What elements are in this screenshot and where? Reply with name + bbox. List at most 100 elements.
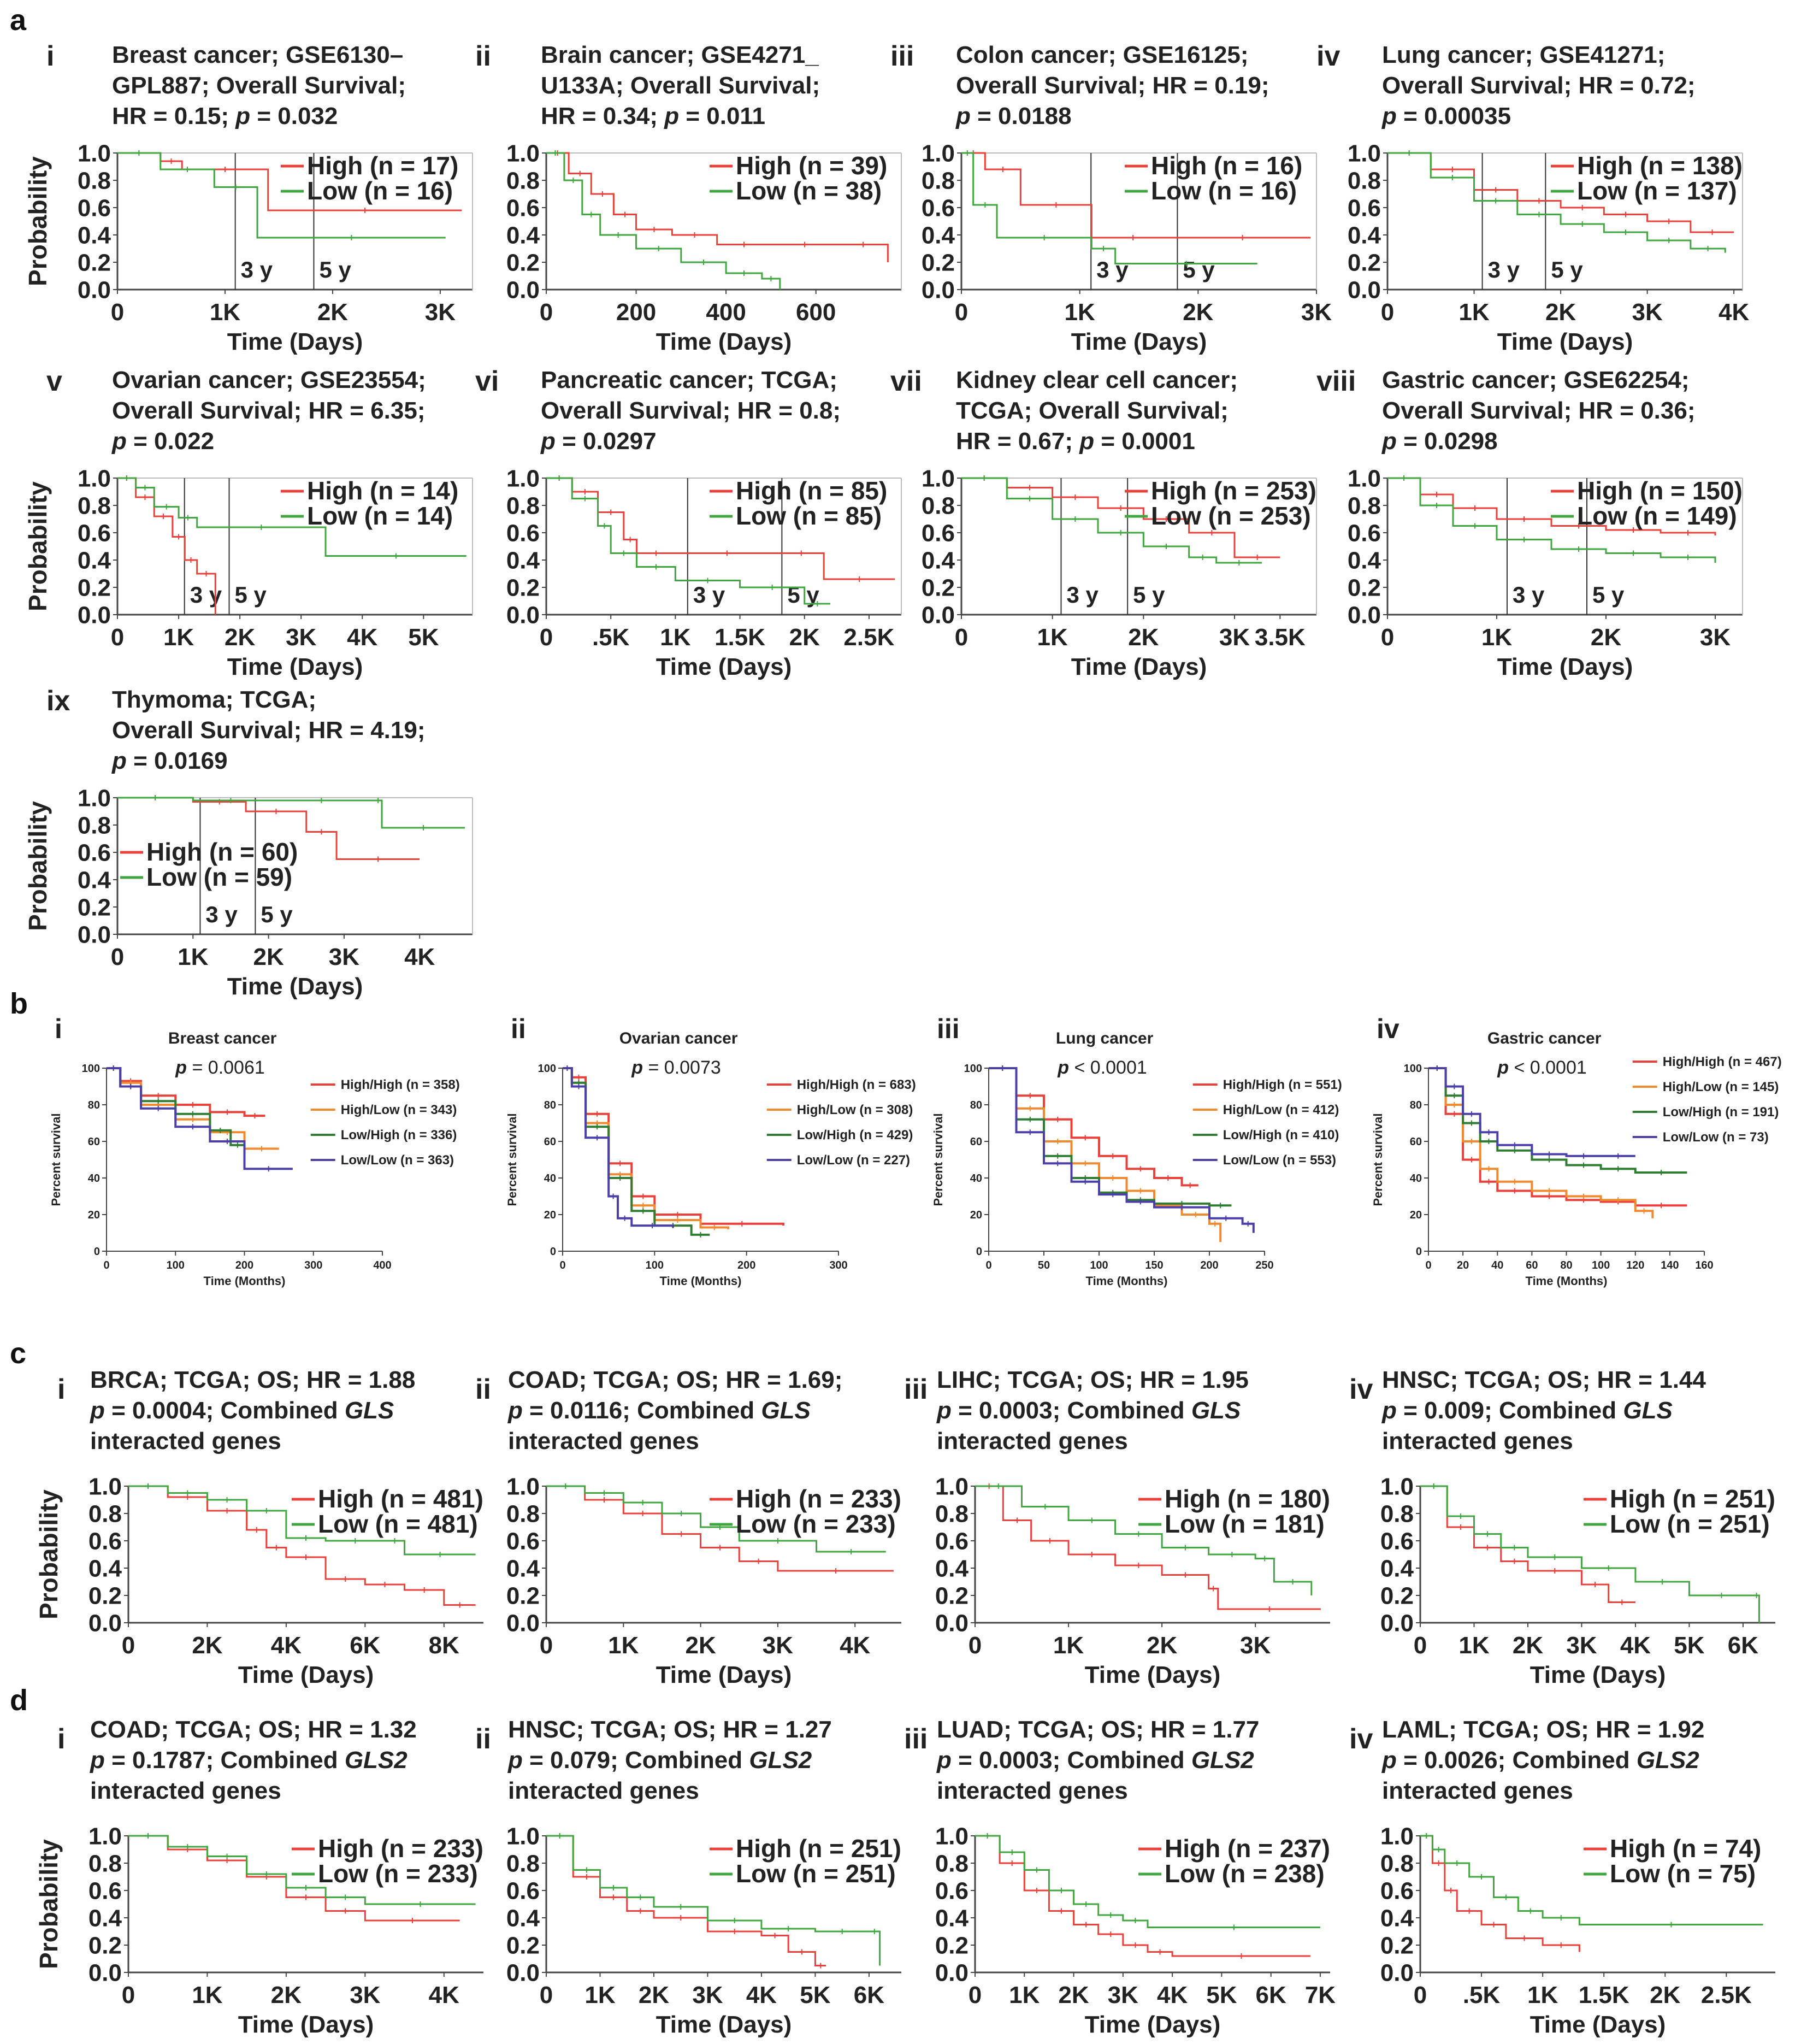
y-tick-label: 0.4 [506, 222, 540, 249]
x-axis-label: Time (Days) [656, 2011, 792, 2038]
chart-title-line: p = 0.009; Combined GLS [1381, 1397, 1673, 1424]
y-tick-label: 0.6 [935, 1528, 969, 1554]
y-tick-label: 0.6 [88, 1877, 122, 1904]
panel-numeral: ii [475, 40, 491, 72]
year-marker-label: 5 y [1592, 582, 1625, 608]
y-tick-label: 1.0 [1380, 1823, 1414, 1849]
x-tick-label: 2K [1147, 1632, 1177, 1659]
y-tick-label: 0 [94, 1246, 100, 1258]
y-tick-label: 0.8 [1348, 167, 1381, 194]
chart-title-line: interacted genes [90, 1428, 281, 1454]
chart-a-ii: ii Brain cancer; GSE4271_ U133A; Overall S… [475, 40, 902, 355]
km-curve-high [1387, 477, 1716, 535]
y-tick-label: 1.0 [935, 1473, 969, 1500]
x-tick-label: 2K [1128, 624, 1159, 651]
y-tick-label: 0.2 [88, 1582, 122, 1609]
x-tick-label: 4K [271, 1632, 302, 1659]
x-tick-label: 3K [1108, 1982, 1138, 2008]
p-value: p = 0.0073 [631, 1057, 721, 1078]
chart-a-viii: viii Gastric cancer; GSE62254; Overall Sur… [1316, 366, 1743, 680]
panel-numeral: v [46, 366, 62, 397]
chart-b-iv: iv Gastric cancer p < 0.0001 0 20 40 60 80 100 0 2… [1371, 1014, 1782, 1288]
panel-letter-c: c [10, 1337, 26, 1370]
km-curve-low [117, 797, 465, 829]
y-tick-label: 0.2 [922, 249, 955, 276]
y-tick-label: 0.8 [78, 812, 111, 839]
y-tick-label: 0.8 [922, 167, 955, 194]
chart-title-line: Pancreatic cancer; TCGA; [541, 367, 837, 393]
x-tick-label: 1K [192, 1982, 222, 2008]
x-axis-label: Time (Days) [656, 328, 792, 355]
chart-title-line: p = 0.0026; Combined GLS2 [1381, 1747, 1699, 1774]
y-tick-label: 40 [970, 1173, 982, 1185]
y-tick-label: 0.6 [506, 1877, 540, 1904]
y-tick-label: 0.2 [506, 1582, 540, 1609]
x-tick-label: 0 [540, 1982, 553, 2008]
y-tick-label: 0.0 [78, 276, 111, 303]
chart-title-line: Thymoma; TCGA; [112, 686, 316, 713]
legend-label: Low (n = 181) [1165, 1510, 1325, 1538]
chart-title-line: COAD; TCGA; OS; HR = 1.69; [508, 1366, 842, 1393]
chart-c-iii: iii LIHC; TCGA; OS; HR = 1.95 p = 0.0003; … [904, 1366, 1330, 1688]
chart-title-line: Overall Survival; HR = 0.72; [1382, 72, 1696, 99]
x-tick-label: 50 [1038, 1259, 1050, 1271]
legend-label: Low (n = 38) [736, 176, 882, 205]
y-tick-label: 0.6 [506, 1528, 540, 1554]
x-tick-label: 0 [1425, 1259, 1431, 1271]
legend-label: High/Low (n = 343) [341, 1103, 457, 1117]
y-tick-label: 0.6 [1380, 1877, 1414, 1904]
x-axis-label: Time (Days) [227, 653, 363, 680]
x-tick-label: 1K [584, 1982, 615, 2008]
y-tick-label: 0.8 [935, 1500, 969, 1527]
legend-label: Low (n = 253) [1151, 502, 1311, 530]
x-tick-label: 0 [103, 1259, 109, 1271]
y-tick-label: 0.8 [922, 492, 955, 519]
y-tick-label: 1.0 [506, 465, 540, 492]
y-tick-label: 1.0 [1348, 140, 1381, 167]
x-tick-label: 2.5K [843, 624, 894, 651]
x-tick-label: 1K [1481, 624, 1512, 651]
panel-numeral: iii [904, 1374, 928, 1405]
panel-letter-b: b [10, 987, 28, 1020]
year-marker-label: 5 y [1133, 582, 1165, 608]
chart-title-line: p = 0.0116; Combined GLS [507, 1397, 811, 1424]
chart-title-line: p = 0.0003; Combined GLS [936, 1397, 1241, 1424]
x-axis-label: Time (Days) [227, 973, 363, 1000]
x-axis-label: Time (Days) [1530, 1662, 1666, 1688]
chart-a-ix: ix Thymoma; TCGA; Overall Survival; HR = 4… [23, 685, 473, 1000]
x-axis-label: Time (Days) [1071, 653, 1207, 680]
x-tick-label: 3K [286, 624, 316, 651]
y-tick-label: 0.0 [1380, 1959, 1414, 1986]
x-tick-label: 1K [210, 299, 240, 326]
chart-title-line: interacted genes [508, 1777, 699, 1804]
chart-title: Ovarian cancer [619, 1029, 738, 1047]
x-tick-label: 4K [746, 1982, 777, 2008]
x-axis-label: Time (Days) [1071, 328, 1207, 355]
y-tick-label: 0.8 [88, 1500, 122, 1527]
x-tick-label: 4K [840, 1632, 870, 1659]
chart-d-iv: iv LAML; TCGA; OS; HR = 1.92 p = 0.0026; C… [1349, 1716, 1775, 2038]
chart-title-line: U133A; Overall Survival; [541, 72, 820, 99]
legend-label: High (n = 251) [1610, 1485, 1775, 1513]
chart-a-i: i Breast cancer; GSE6130– GPL887; Overall … [23, 40, 473, 355]
x-tick-label: 3K [425, 299, 456, 326]
y-tick-label: 1.0 [506, 1823, 540, 1849]
chart-title-line: interacted genes [90, 1777, 281, 1804]
y-tick-label: 0.0 [506, 1610, 540, 1636]
panel-numeral: iv [1316, 40, 1340, 72]
x-tick-label: 2K [253, 944, 284, 970]
legend-label: High (n = 237) [1165, 1834, 1330, 1863]
panel-numeral: viii [1316, 366, 1356, 397]
legend-label: High/Low (n = 145) [1663, 1080, 1779, 1094]
km-curve-low [975, 1485, 1313, 1595]
x-tick-label: 1.5K [1579, 1982, 1629, 2008]
y-tick-label: 0.0 [506, 602, 540, 628]
y-tick-label: 0.4 [78, 547, 111, 574]
x-tick-label: 5K [1674, 1632, 1704, 1659]
x-tick-label: 1K [1458, 299, 1489, 326]
chart-title: Lung cancer [1056, 1029, 1154, 1047]
x-tick-label: 3K [1240, 1632, 1271, 1659]
chart-title-line: p = 0.079; Combined GLS2 [507, 1747, 812, 1774]
x-tick-label: 2.5K [1701, 1982, 1752, 2008]
